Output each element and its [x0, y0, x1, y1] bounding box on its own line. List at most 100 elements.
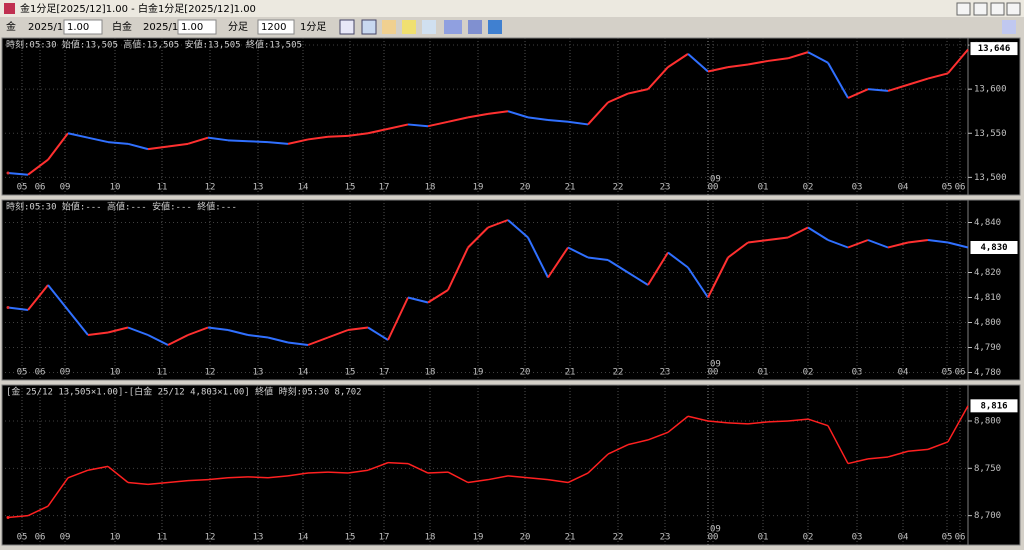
price-segment	[7, 514, 29, 519]
x-tick-label: 03	[852, 183, 863, 193]
session-label: 09	[710, 175, 721, 185]
price-segment	[387, 123, 409, 130]
price-segment	[587, 256, 609, 261]
price-segment	[927, 72, 949, 80]
price-segment	[387, 461, 409, 465]
price-segment	[667, 251, 689, 269]
tool-button[interactable]	[402, 20, 416, 34]
x-tick-label: 02	[803, 183, 814, 193]
price-segment	[407, 296, 429, 304]
price-segment	[167, 479, 189, 484]
search-button[interactable]	[1002, 20, 1016, 34]
price-segment	[267, 336, 289, 344]
price-segment	[87, 136, 109, 144]
price-segment	[647, 251, 669, 286]
tool-button[interactable]	[382, 20, 396, 34]
x-tick-label: 09	[60, 533, 71, 543]
price-segment	[947, 405, 969, 443]
price-segment	[947, 241, 969, 249]
x-tick-label: 06	[955, 183, 966, 193]
x-tick-label: 05	[17, 533, 28, 543]
input[interactable]	[63, 19, 103, 35]
x-tick-label: 00	[708, 183, 719, 193]
price-segment	[787, 51, 809, 60]
x-tick-label: 12	[205, 533, 216, 543]
price-segment	[147, 334, 169, 346]
price-segment	[367, 127, 389, 135]
last-value-box	[969, 398, 1019, 414]
label: 金	[6, 20, 16, 33]
price-segment	[347, 326, 369, 331]
x-tick-label: 15	[345, 183, 356, 193]
price-segment	[107, 141, 129, 145]
price-segment	[827, 62, 849, 99]
price-segment	[287, 138, 309, 145]
price-segment	[707, 66, 729, 73]
price-segment	[127, 326, 149, 336]
first-point	[6, 171, 10, 175]
tool-button[interactable]	[468, 20, 482, 34]
price-segment	[867, 239, 889, 249]
price-segment	[507, 110, 529, 119]
x-tick-label: 18	[425, 533, 436, 543]
tool-button[interactable]	[488, 20, 502, 34]
x-tick-label: 05	[17, 183, 28, 193]
y-tick-label: 4,810	[974, 293, 1001, 303]
price-segment	[267, 475, 289, 479]
price-segment	[367, 461, 389, 471]
price-segment	[787, 226, 809, 239]
label: 2025/12	[143, 22, 185, 33]
tool-button[interactable]	[339, 19, 355, 35]
tool-button[interactable]	[422, 20, 436, 34]
price-segment	[467, 226, 489, 249]
session-label: 09	[710, 525, 721, 535]
title-bar	[0, 0, 1024, 17]
price-segment	[707, 420, 729, 424]
maximize-button[interactable]	[990, 2, 1005, 16]
session-label: 09	[710, 360, 721, 370]
price-segment	[707, 257, 729, 298]
price-segment	[927, 441, 949, 451]
x-tick-label: 02	[803, 368, 814, 378]
label: 白金	[112, 20, 132, 33]
x-tick-label: 06	[955, 533, 966, 543]
x-tick-label: 14	[298, 533, 309, 543]
minimize-button[interactable]	[973, 2, 988, 16]
tool-button[interactable]	[361, 19, 377, 35]
x-tick-label: 10	[110, 533, 121, 543]
y-tick-label: 4,800	[974, 318, 1001, 328]
price-segment	[347, 469, 369, 474]
price-segment	[867, 456, 889, 460]
x-tick-label: 17	[379, 368, 390, 378]
input[interactable]	[257, 19, 295, 35]
dropdown[interactable]: 分足	[228, 21, 248, 33]
price-segment	[127, 142, 149, 151]
y-tick-label: 13,550	[974, 129, 1007, 139]
x-tick-label: 03	[852, 533, 863, 543]
x-tick-label: 14	[298, 183, 309, 193]
first-point	[6, 516, 10, 520]
input[interactable]	[177, 19, 217, 35]
price-segment	[67, 309, 89, 336]
price-segment	[807, 226, 829, 241]
price-segment	[687, 266, 709, 299]
price-segment	[47, 477, 69, 507]
x-tick-label: 20	[520, 183, 531, 193]
close-button[interactable]	[1006, 2, 1021, 16]
price-segment	[807, 418, 829, 427]
price-segment	[527, 477, 549, 481]
price-segment	[607, 92, 629, 104]
price-segment	[687, 415, 709, 422]
price-segment	[247, 476, 269, 479]
price-segment	[467, 478, 489, 484]
price-segment	[427, 120, 449, 128]
last-value-box	[969, 240, 1019, 255]
dropdown[interactable]: 1分足	[300, 21, 326, 33]
last-value-box	[969, 41, 1019, 57]
tool-button[interactable]	[444, 20, 462, 34]
restore-button[interactable]	[956, 2, 971, 16]
price-segment	[447, 247, 469, 291]
price-segment	[767, 57, 789, 62]
price-segment	[587, 453, 609, 474]
price-segment	[147, 145, 169, 151]
